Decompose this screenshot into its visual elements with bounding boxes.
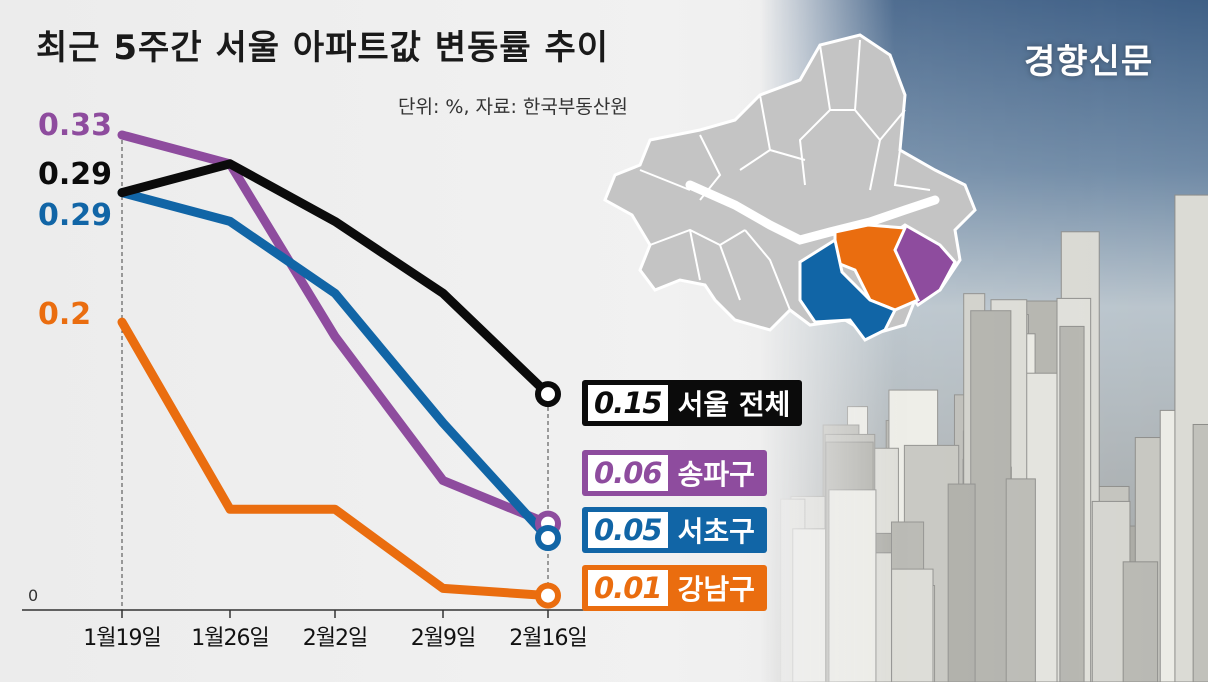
end-value-seoul: 0.15 <box>588 385 668 421</box>
series-name-seocho: 서초구 <box>677 515 755 548</box>
series-lines <box>117 130 553 601</box>
start-label-seocho: 0.29 <box>38 198 113 233</box>
x-tick-label: 1월19일 <box>83 626 161 651</box>
chart-axes <box>22 609 585 618</box>
end-marker-seoul <box>535 381 561 408</box>
source-note: 단위: %, 자료: 한국부동산원 <box>398 96 628 118</box>
seoul-district-map <box>603 33 977 342</box>
end-tag-gangnam: 0.01 강남구 <box>582 565 767 611</box>
start-label-songpa: 0.33 <box>38 108 113 143</box>
start-label-seoul: 0.29 <box>38 157 113 192</box>
end-tag-seocho: 0.05 서초구 <box>582 507 767 553</box>
building <box>1059 325 1085 682</box>
seocho-district <box>798 237 898 342</box>
line-songpa <box>117 130 553 529</box>
end-markers <box>535 381 561 609</box>
y-zero-label: 0 <box>28 586 39 605</box>
building <box>891 568 934 682</box>
building <box>828 489 877 682</box>
series-name-gangnam: 강남구 <box>677 573 755 606</box>
guide-lines <box>121 140 549 610</box>
end-value-seocho: 0.05 <box>588 512 668 548</box>
x-tick-label: 2월16일 <box>509 626 587 651</box>
end-marker-seocho <box>535 525 561 551</box>
x-tick-label: 2월2일 <box>302 626 368 651</box>
chart-title: 최근 5주간 서울 아파트값 변동률 추이 <box>36 28 610 68</box>
line-gangnam <box>117 317 553 601</box>
building <box>1192 423 1208 682</box>
series-name-songpa: 송파구 <box>677 458 755 491</box>
line-seoul <box>117 159 553 399</box>
series-name-seoul: 서울 전체 <box>677 388 791 421</box>
end-marker-gangnam <box>535 582 561 609</box>
han-river <box>685 180 940 245</box>
x-tick-label: 2월9일 <box>410 626 476 651</box>
line-seocho <box>117 188 553 543</box>
building <box>1122 561 1159 682</box>
start-label-gangnam: 0.2 <box>38 297 92 332</box>
end-tag-seoul: 0.15 서울 전체 <box>582 380 803 426</box>
end-value-songpa: 0.06 <box>588 455 668 491</box>
building <box>947 483 976 682</box>
district-borders <box>639 39 931 311</box>
gangnam-district <box>833 223 921 312</box>
end-value-gangnam: 0.01 <box>588 570 668 606</box>
publisher-logo: 경향신문 <box>1024 42 1154 82</box>
end-tag-songpa: 0.06 송파구 <box>582 450 767 496</box>
building <box>1005 478 1036 682</box>
x-tick-label: 1월26일 <box>191 626 269 651</box>
